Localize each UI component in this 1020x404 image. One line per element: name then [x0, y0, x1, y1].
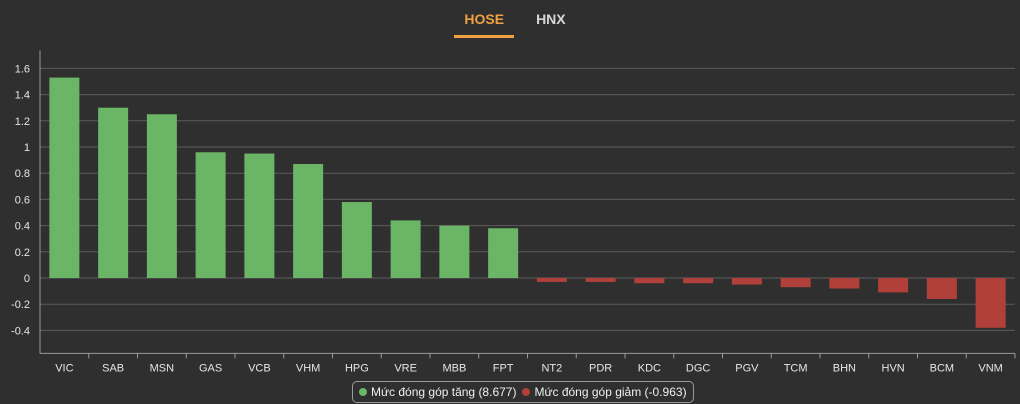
bar-sab: [98, 107, 129, 278]
bar-dgc: [683, 278, 714, 284]
tab-hnx[interactable]: HNX: [536, 11, 566, 27]
bar-mbb: [439, 225, 470, 278]
bar-pdr: [585, 278, 616, 282]
x-tick-label: KDC: [638, 362, 661, 374]
contribution-bar-chart: -0.4 -0.2 0 0.2 0.4 0.6 0.8 1 1.2 1.4 1.6 VIC SAB MSN…: [11, 50, 1016, 374]
y-tick-label: 1: [24, 142, 30, 154]
bar-tcm: [780, 278, 811, 288]
y-tick-label: -0.2: [11, 299, 30, 311]
x-tick-label: SAB: [102, 362, 124, 374]
bar-fpt: [488, 228, 519, 278]
market-tabs: HOSE HNX: [0, 0, 1020, 40]
x-tick-label: VHM: [296, 362, 320, 374]
legend-positive-label: Mức đóng góp tăng (8.677): [371, 385, 517, 399]
y-tick-label: 0.2: [15, 247, 30, 259]
bar-vic: [49, 77, 80, 278]
x-tick-label: TCM: [784, 362, 808, 374]
bar-bcm: [926, 278, 957, 299]
x-tick-label: HPG: [345, 362, 369, 374]
y-tick-label: 0.4: [15, 221, 30, 233]
legend-item-negative[interactable]: Mức đóng góp giảm (-0.963): [522, 385, 687, 399]
x-tick-label: VRE: [394, 362, 417, 374]
bar-pgv: [731, 278, 762, 285]
x-tick-label: HVN: [882, 362, 905, 374]
y-tick-label: 0.8: [15, 168, 30, 180]
bar-hpg: [341, 202, 372, 278]
bar-gas: [195, 152, 226, 278]
bar-msn: [146, 114, 177, 278]
x-tick-label: MBB: [442, 362, 466, 374]
x-tick-label: PGV: [735, 362, 759, 374]
bar-vcb: [244, 153, 275, 278]
chart-legend: Mức đóng góp tăng (8.677) Mức đóng góp g…: [352, 381, 694, 403]
bar-nt2: [536, 278, 567, 282]
legend-negative-marker: [522, 388, 531, 396]
x-tick-label: VNM: [978, 362, 1002, 374]
x-tick-label: MSN: [150, 362, 175, 374]
bar-hvn: [878, 278, 909, 293]
x-tick-label: GAS: [199, 362, 222, 374]
y-tick-label: -0.4: [11, 325, 30, 337]
legend-negative-label: Mức đóng góp giảm (-0.963): [534, 385, 687, 399]
x-tick-label: DGC: [686, 362, 711, 374]
x-tick-label: NT2: [541, 362, 562, 374]
x-tick-label: BCM: [930, 362, 954, 374]
y-tick-label: 0: [24, 273, 30, 285]
x-tick-label: BHN: [833, 362, 856, 374]
x-tick-label: VCB: [248, 362, 271, 374]
bar-vhm: [293, 164, 324, 278]
bar-kdc: [634, 278, 665, 284]
bar-vre: [390, 220, 421, 278]
x-tick-label: FPT: [493, 362, 514, 374]
tab-hose[interactable]: HOSE: [454, 0, 515, 38]
legend-positive-marker: [359, 388, 367, 396]
y-tick-label: 0.6: [15, 194, 30, 206]
x-tick-label: VIC: [55, 362, 73, 374]
x-tick-label: PDR: [589, 362, 612, 374]
y-tick-label: 1.4: [15, 90, 30, 102]
y-tick-label: 1.2: [15, 116, 30, 128]
y-tick-label: 1.6: [15, 63, 30, 75]
bar-bhn: [829, 278, 860, 289]
bar-vnm: [975, 278, 1006, 328]
legend-item-positive[interactable]: Mức đóng góp tăng (8.677): [359, 385, 516, 399]
